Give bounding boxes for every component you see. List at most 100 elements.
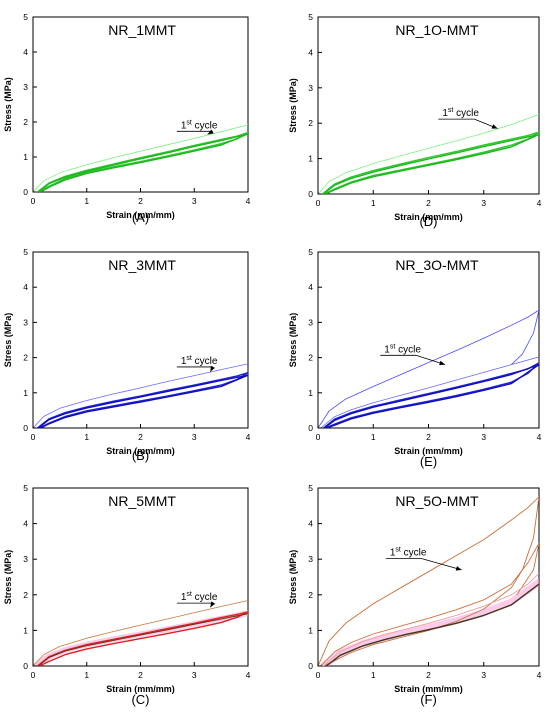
x-tick-label: 2 [426, 198, 431, 208]
y-tick-label: 2 [23, 590, 28, 600]
plot-frame [32, 16, 249, 193]
chart-panel-6: 0 1 2 3 4 0 1 2 3 4 5 Strain (mm/mm) Stress (MPa) NR_… [288, 483, 542, 694]
y-axis-label: Stress (MPa) [288, 78, 298, 133]
x-tick-label: 0 [316, 432, 321, 442]
series-line-3 [320, 542, 539, 666]
annotation-arrowhead [455, 566, 462, 571]
y-tick-label: 1 [308, 625, 313, 635]
series-line-1 [33, 363, 248, 428]
y-tick-label: 2 [308, 118, 313, 128]
annotation-arrow [421, 558, 462, 571]
annotation-label: 1st cycle [390, 547, 427, 559]
x-tick-label: 3 [192, 196, 197, 206]
annotation-arrowhead [210, 601, 216, 608]
y-tick-label: 1 [308, 388, 313, 398]
y-axis-label: Stress (MPa) [3, 77, 13, 132]
chart-panel-3: 0 1 2 3 4 0 1 2 3 4 5 Strain (mm/mm) Stress (MPa) NR_… [3, 247, 251, 456]
x-tick-label: 4 [537, 432, 542, 442]
y-tick-label: 1 [23, 388, 28, 398]
annotation-label: 1st cycle [181, 355, 218, 367]
panel-label: (A) [131, 210, 150, 225]
y-tick-label: 4 [23, 519, 28, 529]
series-line-2 [320, 356, 539, 428]
y-axis-label: Stress (MPa) [3, 313, 13, 368]
chart-title: NR_1MMT [108, 22, 176, 38]
x-tick-label: 4 [246, 670, 251, 680]
x-axis-label: Strain (mm/mm) [106, 684, 175, 694]
y-tick-label: 0 [308, 661, 313, 671]
x-tick-label: 2 [138, 432, 143, 442]
x-axis-label: Strain (mm/mm) [106, 446, 175, 456]
series-line-3 [322, 362, 539, 428]
series-line-4 [323, 363, 539, 428]
annotation-arrowhead [207, 129, 214, 135]
x-tick-label: 3 [481, 670, 486, 680]
series-line-2 [321, 131, 539, 194]
x-tick-label: 1 [84, 432, 89, 442]
y-axis-label: Stress (MPa) [288, 550, 298, 605]
series-line-4 [323, 572, 539, 666]
series-line-2 [33, 600, 248, 666]
series-line-1 [318, 113, 539, 194]
chart-title: NR_5MMT [108, 493, 176, 509]
y-tick-label: 3 [308, 554, 313, 564]
y-tick-label: 3 [23, 554, 28, 564]
panel-label: (F) [420, 692, 437, 707]
annotation-label: 1st cycle [442, 107, 479, 119]
series-line-2 [36, 131, 248, 192]
y-tick-label: 2 [308, 353, 313, 363]
chart-panel-1: 0 1 2 3 4 0 1 2 3 4 5 Strain (mm/mm) Stress (MPa) NR_… [3, 12, 251, 220]
x-tick-label: 0 [31, 432, 36, 442]
y-tick-label: 5 [23, 483, 28, 493]
y-tick-label: 3 [308, 317, 313, 327]
x-tick-label: 1 [84, 670, 89, 680]
x-tick-label: 4 [246, 432, 251, 442]
x-tick-label: 1 [84, 196, 89, 206]
chart-panel-4: 0 1 2 3 4 0 1 2 3 4 5 Strain (mm/mm) Stress (MPa) NR_… [288, 247, 542, 456]
y-axis-label: Stress (MPa) [288, 313, 298, 368]
x-tick-label: 0 [316, 670, 321, 680]
annotation-label: 1st cycle [181, 119, 218, 131]
x-tick-label: 3 [481, 432, 486, 442]
x-tick-label: 1 [371, 198, 376, 208]
y-tick-label: 5 [308, 12, 313, 22]
y-tick-label: 0 [308, 423, 313, 433]
annotation-arrowhead [210, 365, 215, 372]
y-tick-label: 0 [23, 423, 28, 433]
x-tick-label: 0 [31, 670, 36, 680]
y-tick-label: 4 [308, 519, 313, 529]
series-line-5 [325, 583, 539, 666]
y-tick-label: 4 [23, 282, 28, 292]
annotation-arrowhead [491, 124, 498, 129]
annotation-label: 1st cycle [384, 343, 421, 355]
series-line-3 [37, 133, 248, 192]
plot-frame [317, 16, 540, 195]
chart-title: NR_3MMT [108, 257, 176, 273]
y-tick-label: 1 [308, 154, 313, 164]
y-tick-label: 3 [23, 317, 28, 327]
annotation-label: 1st cycle [181, 591, 218, 603]
x-tick-label: 0 [31, 196, 36, 206]
y-tick-label: 0 [23, 661, 28, 671]
x-axis-label: Strain (mm/mm) [394, 212, 463, 222]
series-line-3 [322, 133, 539, 194]
annotation-arrowhead [439, 360, 446, 366]
series-line-1 [33, 610, 248, 666]
y-tick-label: 4 [23, 47, 28, 57]
y-axis-label: Stress (MPa) [3, 550, 13, 605]
y-tick-label: 0 [23, 187, 28, 197]
x-tick-label: 3 [481, 198, 486, 208]
plot-frame [317, 487, 540, 667]
panel-label: (E) [419, 454, 438, 469]
x-axis-label: Strain (mm/mm) [106, 210, 175, 220]
x-tick-label: 1 [371, 670, 376, 680]
x-tick-label: 4 [537, 670, 542, 680]
y-tick-label: 3 [308, 83, 313, 93]
panel-label: (C) [131, 692, 150, 707]
x-axis-label: Strain (mm/mm) [394, 684, 463, 694]
series-line-1 [320, 578, 539, 666]
x-tick-label: 1 [371, 432, 376, 442]
x-tick-label: 3 [192, 432, 197, 442]
y-tick-label: 5 [308, 247, 313, 257]
